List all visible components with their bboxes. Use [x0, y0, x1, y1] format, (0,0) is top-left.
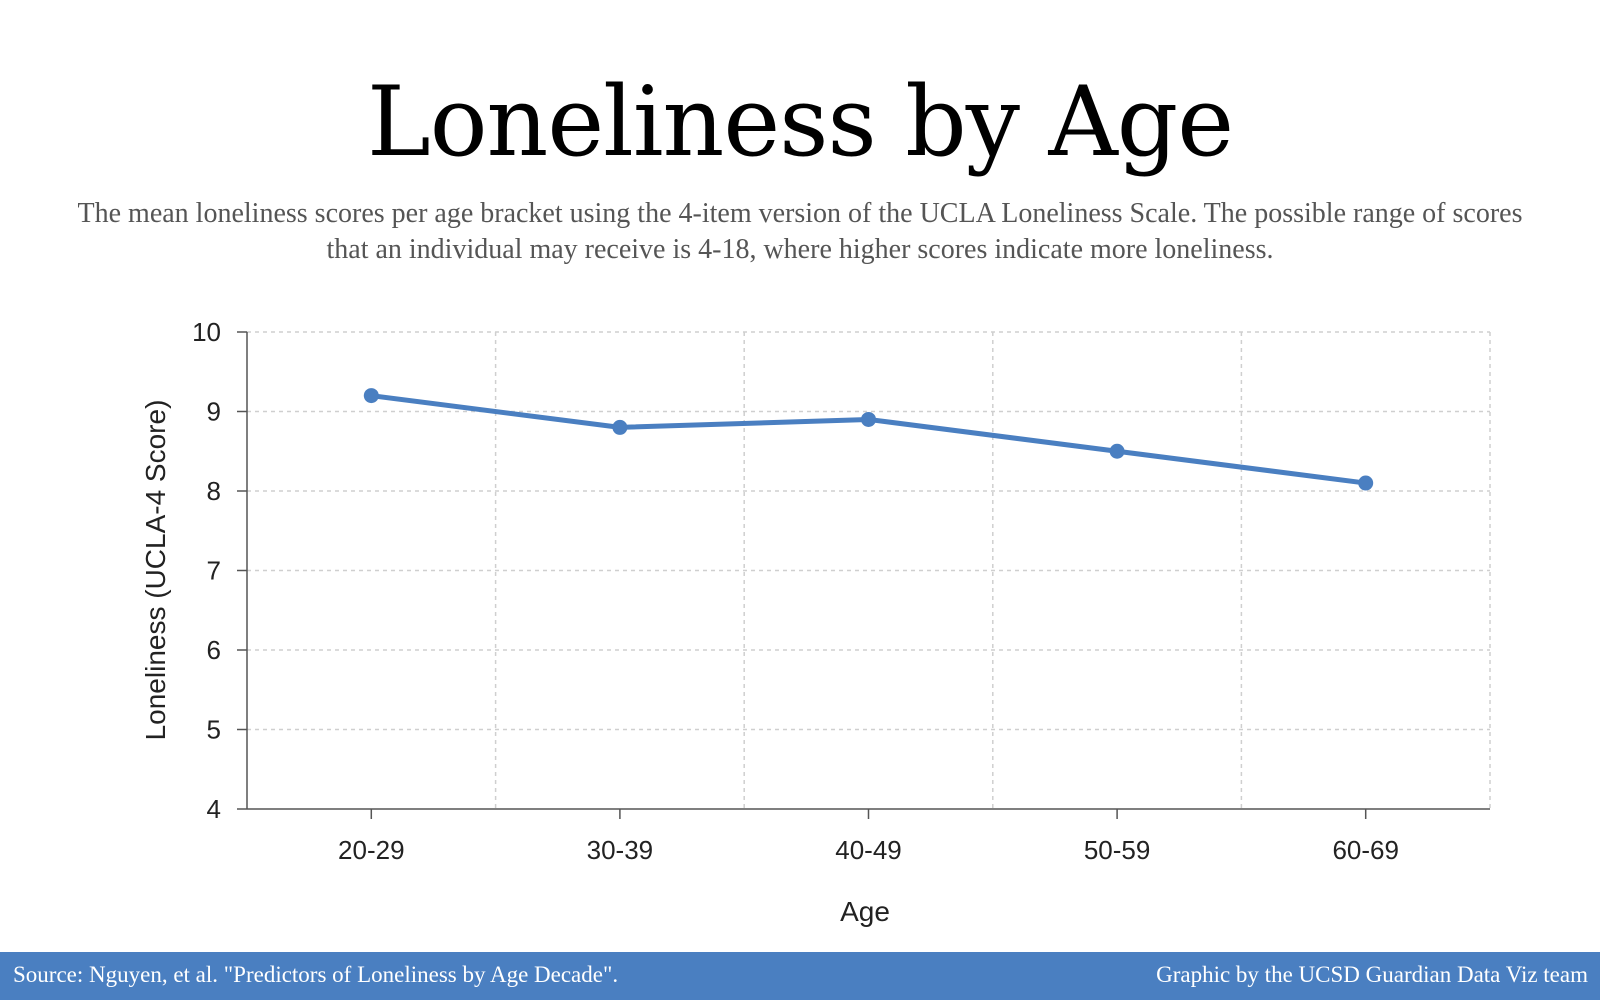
y-tick-label: 10 — [192, 317, 221, 347]
data-point — [612, 419, 628, 435]
chart-subtitle: The mean loneliness scores per age brack… — [77, 198, 1523, 265]
y-tick-label: 6 — [207, 635, 221, 665]
footer-bar: Source: Nguyen, et al. "Predictors of Lo… — [0, 952, 1600, 1000]
series-line — [368, 393, 1369, 486]
y-tick-label: 4 — [207, 794, 221, 824]
x-axis-title: Age — [840, 896, 890, 927]
y-tick-label: 8 — [207, 476, 221, 506]
x-tick-label: 20-29 — [338, 835, 405, 865]
y-tick-label: 9 — [207, 397, 221, 427]
x-tick-label: 30-39 — [587, 835, 654, 865]
x-tick-label: 50-59 — [1084, 835, 1151, 865]
credit-note: Graphic by the UCSD Guardian Data Viz te… — [1156, 962, 1588, 987]
y-axis-title: Loneliness (UCLA-4 Score) — [140, 400, 171, 741]
chart-title: Loneliness by Age — [366, 66, 1234, 178]
y-tick-label: 7 — [207, 556, 221, 586]
grid-lines — [247, 331, 1491, 809]
data-point — [363, 388, 379, 404]
y-axis-ticks: 4 5 6 7 8 9 10 — [192, 317, 247, 824]
x-tick-label: 40-49 — [835, 835, 902, 865]
data-point — [1358, 475, 1374, 491]
x-tick-label: 60-69 — [1332, 835, 1399, 865]
y-tick-label: 5 — [207, 715, 221, 745]
x-axis-ticks: 20-29 30-39 40-49 50-59 60-69 — [338, 809, 1399, 865]
line-chart: 4 5 6 7 8 9 10 20-29 30-39 40-49 50-59 60-69 Lonel… — [140, 317, 1491, 927]
series-loneliness — [363, 388, 1374, 491]
data-point — [861, 411, 876, 427]
data-point — [1109, 443, 1125, 459]
source-note: Source: Nguyen, et al. "Predictors of Lo… — [13, 962, 619, 987]
